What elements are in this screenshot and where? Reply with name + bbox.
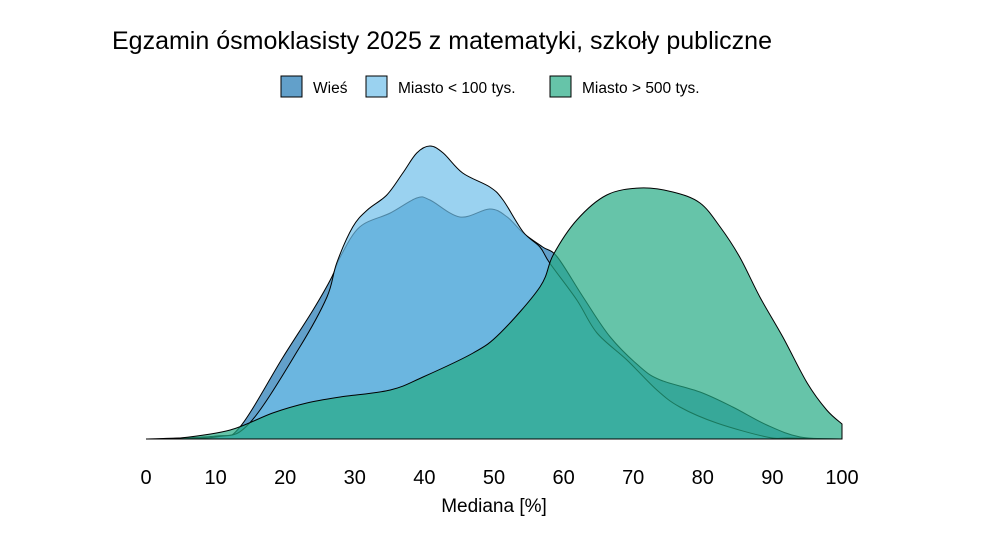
legend-item: Miasto < 100 tys.: [365, 75, 516, 98]
legend-label: Wieś: [313, 80, 348, 97]
legend-item: Wieś: [280, 75, 348, 98]
legend-swatch: [549, 75, 572, 98]
legend-label: Miasto > 500 tys.: [582, 80, 700, 97]
x-tick-label: 0: [140, 467, 151, 489]
legend-swatch: [365, 75, 388, 98]
x-tick-label: 90: [761, 467, 783, 489]
legend-swatch: [280, 75, 303, 98]
x-tick-label: 60: [552, 467, 574, 489]
density-areas: [145, 145, 843, 440]
x-tick-label: 80: [692, 467, 714, 489]
x-tick-label: 40: [413, 467, 435, 489]
x-tick-label: 50: [483, 467, 505, 489]
x-axis-label: Mediana [%]: [441, 496, 547, 517]
x-tick-label: 20: [274, 467, 296, 489]
x-tick-label: 10: [204, 467, 226, 489]
legend-item: Miasto > 500 tys.: [549, 75, 700, 98]
chart-title: Egzamin ósmoklasisty 2025 z matematyki, …: [112, 27, 772, 55]
x-tick-label: 100: [825, 467, 858, 489]
x-tick-label: 70: [622, 467, 644, 489]
legend-label: Miasto < 100 tys.: [398, 80, 516, 97]
density-area-miasto-500-tys: [145, 187, 843, 440]
x-axis-ticks: 0 10 20 30 40 50 60 70 80 90 100: [140, 467, 858, 489]
legend: Wieś Miasto < 100 tys. Miasto > 500 tys.: [280, 75, 700, 98]
x-tick-label: 30: [344, 467, 366, 489]
